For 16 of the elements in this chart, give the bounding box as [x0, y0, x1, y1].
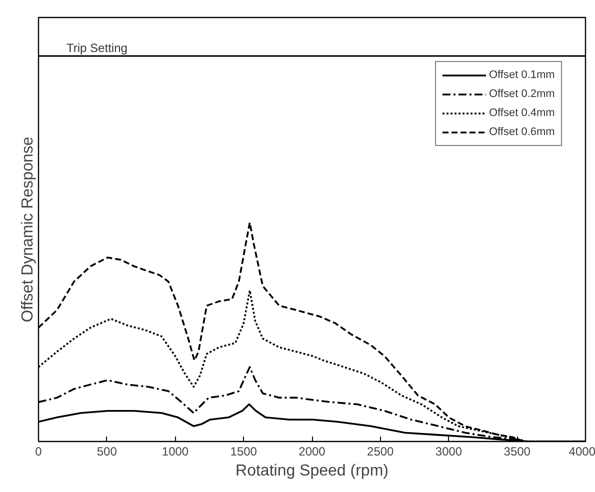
ref-line-label: Trip Setting — [66, 41, 128, 56]
x-tick-label: 3500 — [504, 444, 531, 458]
x-tick-label: 500 — [96, 444, 118, 458]
x-tick-label: 4000 — [568, 444, 595, 458]
x-tick-label: 2500 — [367, 444, 394, 458]
x-tick-label: 2000 — [298, 444, 326, 458]
legend-label: Offset 0.2mm — [489, 86, 555, 101]
x-tick-label: 0 — [35, 444, 42, 458]
y-axis-title: Offset Dynamic Response — [20, 136, 36, 322]
x-tick-label: 1500 — [230, 444, 258, 458]
x-tick-label: 3000 — [435, 444, 462, 458]
legend-label: Offset 0.6mm — [489, 124, 555, 139]
x-axis-title: Rotating Speed (rpm) — [236, 462, 388, 480]
legend-label: Offset 0.1mm — [489, 68, 555, 82]
legend-label: Offset 0.4mm — [489, 106, 555, 120]
x-tick-label: 1000 — [162, 444, 189, 458]
